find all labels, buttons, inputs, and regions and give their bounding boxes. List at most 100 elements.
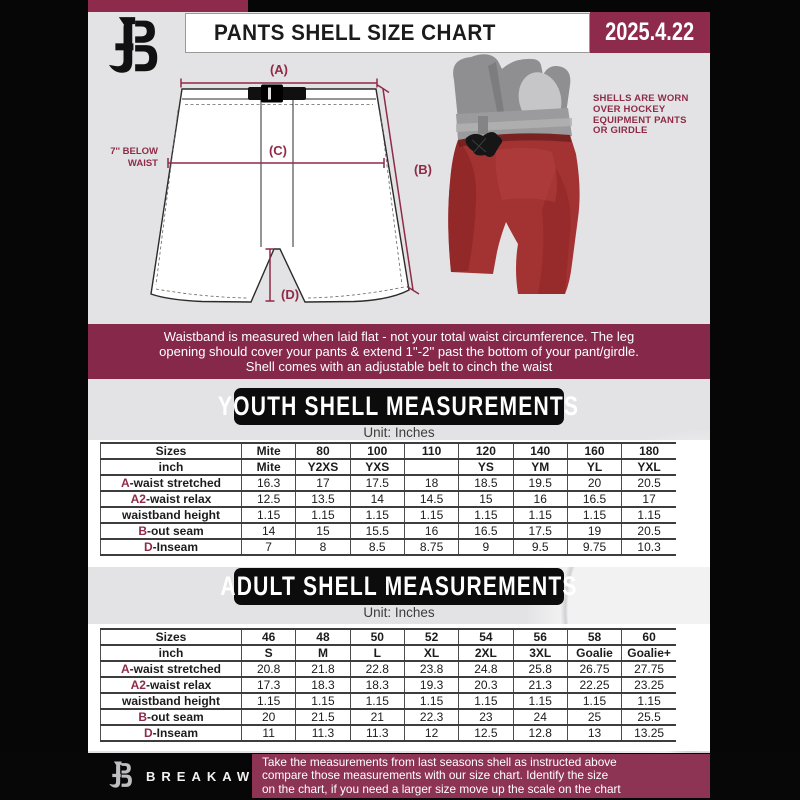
row-label-cell: waistband height <box>100 692 242 710</box>
value-cell: 11.3 <box>349 724 405 742</box>
value-cell: Mite <box>240 458 297 476</box>
value-cell: 11 <box>240 724 297 742</box>
waist-note-line1: 7'' BELOW <box>110 146 158 157</box>
value-cell: 15 <box>458 490 514 508</box>
value-cell: 15 <box>295 522 351 540</box>
value-cell: 2XL <box>458 644 514 662</box>
value-cell: 11.3 <box>295 724 351 742</box>
header-cell: 80 <box>295 442 351 460</box>
value-cell: 22.25 <box>566 676 623 694</box>
footer-note-box: Take the measurements from last seasons … <box>252 754 710 798</box>
row-label-cell: waistband height <box>100 506 242 524</box>
youth-unit-label: Unit: Inches <box>363 425 435 440</box>
value-cell: 13.25 <box>621 724 676 742</box>
value-cell: YL <box>566 458 623 476</box>
table-header-row: Sizes Mite 80 100 110 120 140 160 180 <box>100 442 676 460</box>
value-cell: 1.15 <box>566 692 623 710</box>
value-cell: 14 <box>240 522 297 540</box>
value-cell: 17.3 <box>240 676 297 694</box>
value-cell: 1.15 <box>621 506 676 524</box>
footer-breakaway-logo-icon <box>109 761 132 788</box>
girdle-padding <box>453 54 572 144</box>
value-cell: Goalie <box>566 644 623 662</box>
header-cell: Sizes <box>100 442 242 460</box>
notice-text: Waistband is measured when laid flat - n… <box>159 328 639 375</box>
value-cell: 18.3 <box>349 676 405 694</box>
value-cell: 20 <box>566 474 623 492</box>
youth-banner-text: YOUTH SHELL MEASUREMENTS <box>218 391 580 421</box>
content-area: PANTS SHELL SIZE CHART 2025.4.22 (A) (B) <box>88 12 710 753</box>
table-row: A2-waist relax 17.3 18.3 18.3 19.3 20.3 21.3 22… <box>100 676 676 694</box>
value-cell: 18 <box>403 474 460 492</box>
value-cell: 12.5 <box>458 724 514 742</box>
header-cell: 52 <box>403 628 460 646</box>
value-cell: 3XL <box>512 644 568 662</box>
footer-bar: BREAKAWAY Take the measurements from las… <box>0 753 800 800</box>
value-cell: 24 <box>512 708 568 726</box>
value-cell: 15.5 <box>349 522 405 540</box>
value-cell: YXS <box>349 458 405 476</box>
value-cell: 27.75 <box>621 660 676 678</box>
adult-size-table: Sizes 46 48 50 52 54 56 58 60 inch S M L XL 2XL 3XL Goal… <box>100 628 676 742</box>
measure-label-b: (B) <box>414 162 432 177</box>
table-row: inch S M L XL 2XL 3XL Goalie Goalie+ <box>100 644 676 662</box>
value-cell: 21.5 <box>295 708 351 726</box>
table-row: waistband height 1.15 1.15 1.15 1.15 1.15 1.15… <box>100 692 676 710</box>
value-cell: 1.15 <box>349 692 405 710</box>
value-cell: 21.3 <box>512 676 568 694</box>
value-cell: L <box>349 644 405 662</box>
breakaway-logo-icon <box>108 17 158 73</box>
value-cell: 12.8 <box>512 724 568 742</box>
value-cell: 23.8 <box>403 660 460 678</box>
value-cell: 24.8 <box>458 660 514 678</box>
row-label-cell: B-out seam <box>100 522 242 540</box>
value-cell: 1.15 <box>458 506 514 524</box>
header-cell: 180 <box>621 442 676 460</box>
header-cell: Sizes <box>100 628 242 646</box>
value-cell: 10.3 <box>621 538 676 556</box>
table-header-row: Sizes 46 48 50 52 54 56 58 60 <box>100 628 676 646</box>
header-cell: 46 <box>240 628 297 646</box>
red-shell <box>448 132 580 294</box>
value-cell: 1.15 <box>295 506 351 524</box>
value-cell: 16.5 <box>458 522 514 540</box>
table-row: A2-waist relax 12.5 13.5 14 14.5 15 16 16.5 17 <box>100 490 676 508</box>
footer-brand-name: BREAKAWAY <box>146 769 284 784</box>
value-cell: 14.5 <box>403 490 460 508</box>
value-cell: 1.15 <box>512 692 568 710</box>
value-cell: YXL <box>621 458 676 476</box>
value-cell: 25.8 <box>512 660 568 678</box>
value-cell: 1.15 <box>349 506 405 524</box>
measure-label-d: (D) <box>281 287 299 302</box>
adult-unit-label: Unit: Inches <box>363 605 435 620</box>
table-row: A-waist stretched 16.3 17 17.5 18 18.5 19.5 20 2… <box>100 474 676 492</box>
footer-note: Take the measurements from last seasons … <box>262 754 621 796</box>
value-cell: 21 <box>349 708 405 726</box>
youth-section-banner: YOUTH SHELL MEASUREMENTS <box>218 388 578 425</box>
page-title-box: PANTS SHELL SIZE CHART <box>185 13 590 53</box>
value-cell: 7 <box>240 538 297 556</box>
table-row: A-waist stretched 20.8 21.8 22.8 23.8 24.8 25.… <box>100 660 676 678</box>
value-cell: 18.3 <box>295 676 351 694</box>
value-cell: 1.15 <box>566 506 623 524</box>
row-label-cell: D-Inseam <box>100 538 242 556</box>
value-cell: Y2XS <box>295 458 351 476</box>
measure-label-c: (C) <box>269 143 287 158</box>
row-label-cell: inch <box>100 458 242 476</box>
header-cell: 56 <box>512 628 568 646</box>
top-accent-stripe <box>88 0 248 13</box>
table-row: waistband height 1.15 1.15 1.15 1.15 1.15 1.15… <box>100 506 676 524</box>
measure-label-a: (A) <box>270 62 288 77</box>
shorts-outline <box>150 88 410 303</box>
value-cell: 13 <box>566 724 623 742</box>
shorts-measurement-diagram: (A) (B) (C) (D) 7'' BELOW WAIST <box>110 62 432 303</box>
value-cell: 22.3 <box>403 708 460 726</box>
value-cell: 1.15 <box>458 692 514 710</box>
value-cell: 16 <box>403 522 460 540</box>
value-cell: YS <box>458 458 514 476</box>
adult-banner-text: ADULT SHELL MEASUREMENTS <box>220 571 578 601</box>
photo-caption: SHELLS ARE WORN OVER HOCKEY EQUIPMENT PA… <box>593 93 689 137</box>
value-cell: 21.8 <box>295 660 351 678</box>
table-row: D-Inseam 7 8 8.5 8.75 9 9.5 9.75 10.3 <box>100 538 676 556</box>
